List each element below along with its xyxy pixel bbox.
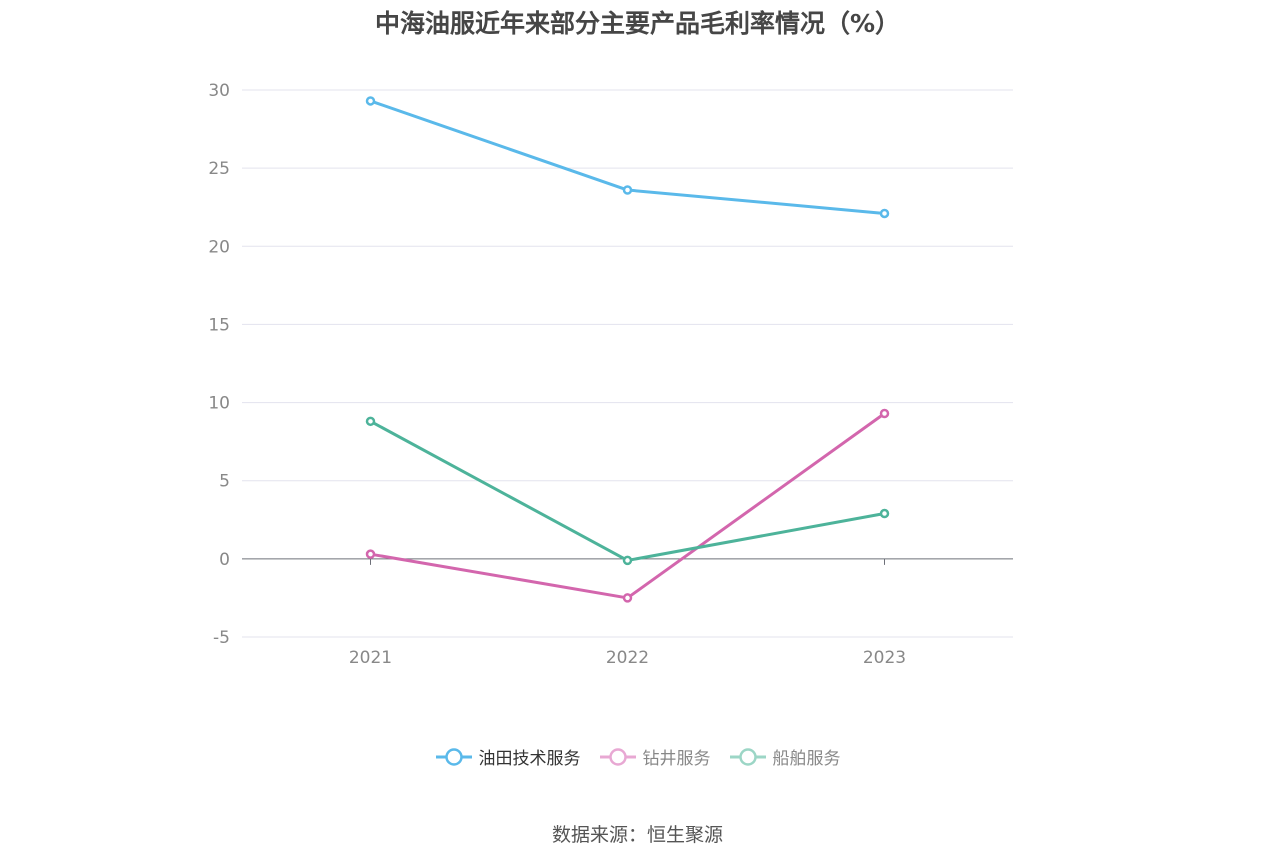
legend-label: 油田技术服务 [478,749,581,769]
y-tick-label: 5 [219,472,230,492]
line-chart: 30 25 20 15 10 5 0 -5 2021 2022 2023 [208,81,1013,668]
data-point[interactable] [879,208,890,219]
x-tick-label: 2022 [606,648,649,668]
legend-marker-icon [599,747,636,766]
legend-item-drilling[interactable]: 钻井服务 [599,744,711,769]
y-tick-label: 20 [208,237,230,257]
y-axis-ticks: 30 25 20 15 10 5 0 -5 [208,81,230,648]
data-point[interactable] [365,96,376,106]
series-line [370,99,885,215]
y-tick-label: -5 [213,628,230,648]
data-point[interactable] [622,555,633,566]
series-lines [365,96,890,603]
data-point[interactable] [365,549,376,559]
grid-lines [242,89,1013,638]
data-point[interactable] [622,185,633,195]
y-tick-label: 0 [219,550,230,570]
data-source: 数据来源：恒生聚源 [551,824,723,846]
y-tick-label: 30 [208,81,230,101]
data-point[interactable] [622,593,633,603]
legend-label: 钻井服务 [642,749,711,769]
legend-item-oilfield[interactable]: 油田技术服务 [435,744,581,769]
y-tick-label: 15 [208,315,230,335]
y-tick-label: 10 [208,394,230,414]
legend-marker-icon [435,747,472,766]
data-point[interactable] [879,508,890,519]
legend-marker-icon [729,747,766,766]
legend-item-vessel[interactable]: 船舶服务 [729,744,841,769]
series-line [370,412,886,600]
y-tick-label: 25 [208,159,230,179]
legend-label: 船舶服务 [772,749,841,769]
chart-title: 中海油服近年来部分主要产品毛利率情况（%） [374,9,901,38]
series-2 [365,416,890,566]
series-0 [365,96,890,219]
x-tick-label: 2021 [349,648,392,668]
x-axis: 2021 2022 2023 [242,558,1013,668]
series-line [369,420,885,562]
series-1 [365,408,890,603]
legend: 油田技术服务 钻井服务 船舶服务 [0,744,1275,769]
x-tick-label: 2023 [863,648,906,668]
data-point[interactable] [365,416,376,427]
data-point[interactable] [879,408,890,419]
